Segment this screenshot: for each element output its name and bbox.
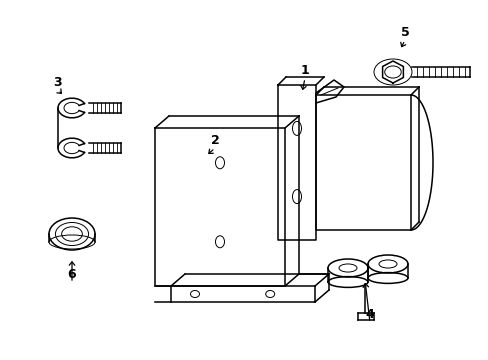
Text: 5: 5 xyxy=(400,26,408,39)
Text: 6: 6 xyxy=(67,269,76,282)
Text: 2: 2 xyxy=(210,134,219,147)
Text: 3: 3 xyxy=(54,76,62,89)
Text: 1: 1 xyxy=(300,63,309,77)
Text: 4: 4 xyxy=(365,309,374,321)
